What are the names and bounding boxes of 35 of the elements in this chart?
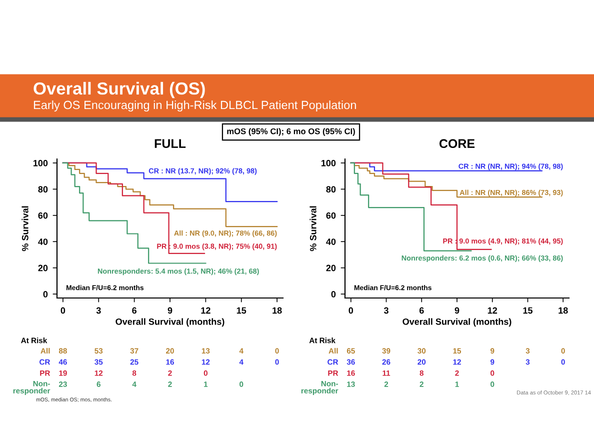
x-tick-label: 12 xyxy=(488,307,498,314)
y-axis-title: % Survival xyxy=(310,206,316,252)
text: Early OS Encouraging in High-Risk DLBCL Patient Population xyxy=(34,100,356,112)
x-axis-title: Overall Survival (months) xyxy=(116,318,224,327)
y-tick-label: 20 xyxy=(38,264,48,272)
y-tick-label: 20 xyxy=(326,264,336,272)
y-tick-label: 40 xyxy=(38,238,48,245)
y-tick-label: 60 xyxy=(38,212,48,219)
x-tick-label: 6 xyxy=(132,307,136,314)
x-tick-label: 3 xyxy=(96,307,101,314)
y-tick-label: 0 xyxy=(331,291,336,298)
x-tick-label: 15 xyxy=(523,307,533,314)
y-tick-label: 100 xyxy=(33,160,48,166)
y-tick-label: 80 xyxy=(38,186,48,193)
y-tick-label: 40 xyxy=(326,238,336,245)
x-tick-label: 12 xyxy=(201,307,210,314)
y-tick-label: 100 xyxy=(321,160,336,166)
x-tick-label: 6 xyxy=(419,307,424,314)
y-tick-label: 0 xyxy=(43,291,48,298)
x-axis-title: Overall Survival (months) xyxy=(402,318,512,327)
chart-title: FULL xyxy=(154,139,186,148)
x-tick-label: 0 xyxy=(348,307,354,314)
x-tick-label: 18 xyxy=(558,307,568,314)
text: mOS (95% CI); 6 mo OS (95% CI) xyxy=(227,128,355,136)
x-tick-label: 18 xyxy=(272,307,282,314)
y-tick-label: 80 xyxy=(326,186,336,193)
y-tick-label: 60 xyxy=(326,212,336,219)
text: Overall Survival (OS) xyxy=(34,82,205,98)
x-tick-label: 0 xyxy=(60,307,66,314)
y-axis-title: % Survival xyxy=(22,206,28,252)
x-tick-label: 9 xyxy=(168,307,172,314)
x-tick-label: 15 xyxy=(236,307,246,314)
x-tick-label: 9 xyxy=(454,307,460,314)
x-tick-label: 3 xyxy=(384,307,388,314)
chart-title: CORE xyxy=(439,139,475,148)
